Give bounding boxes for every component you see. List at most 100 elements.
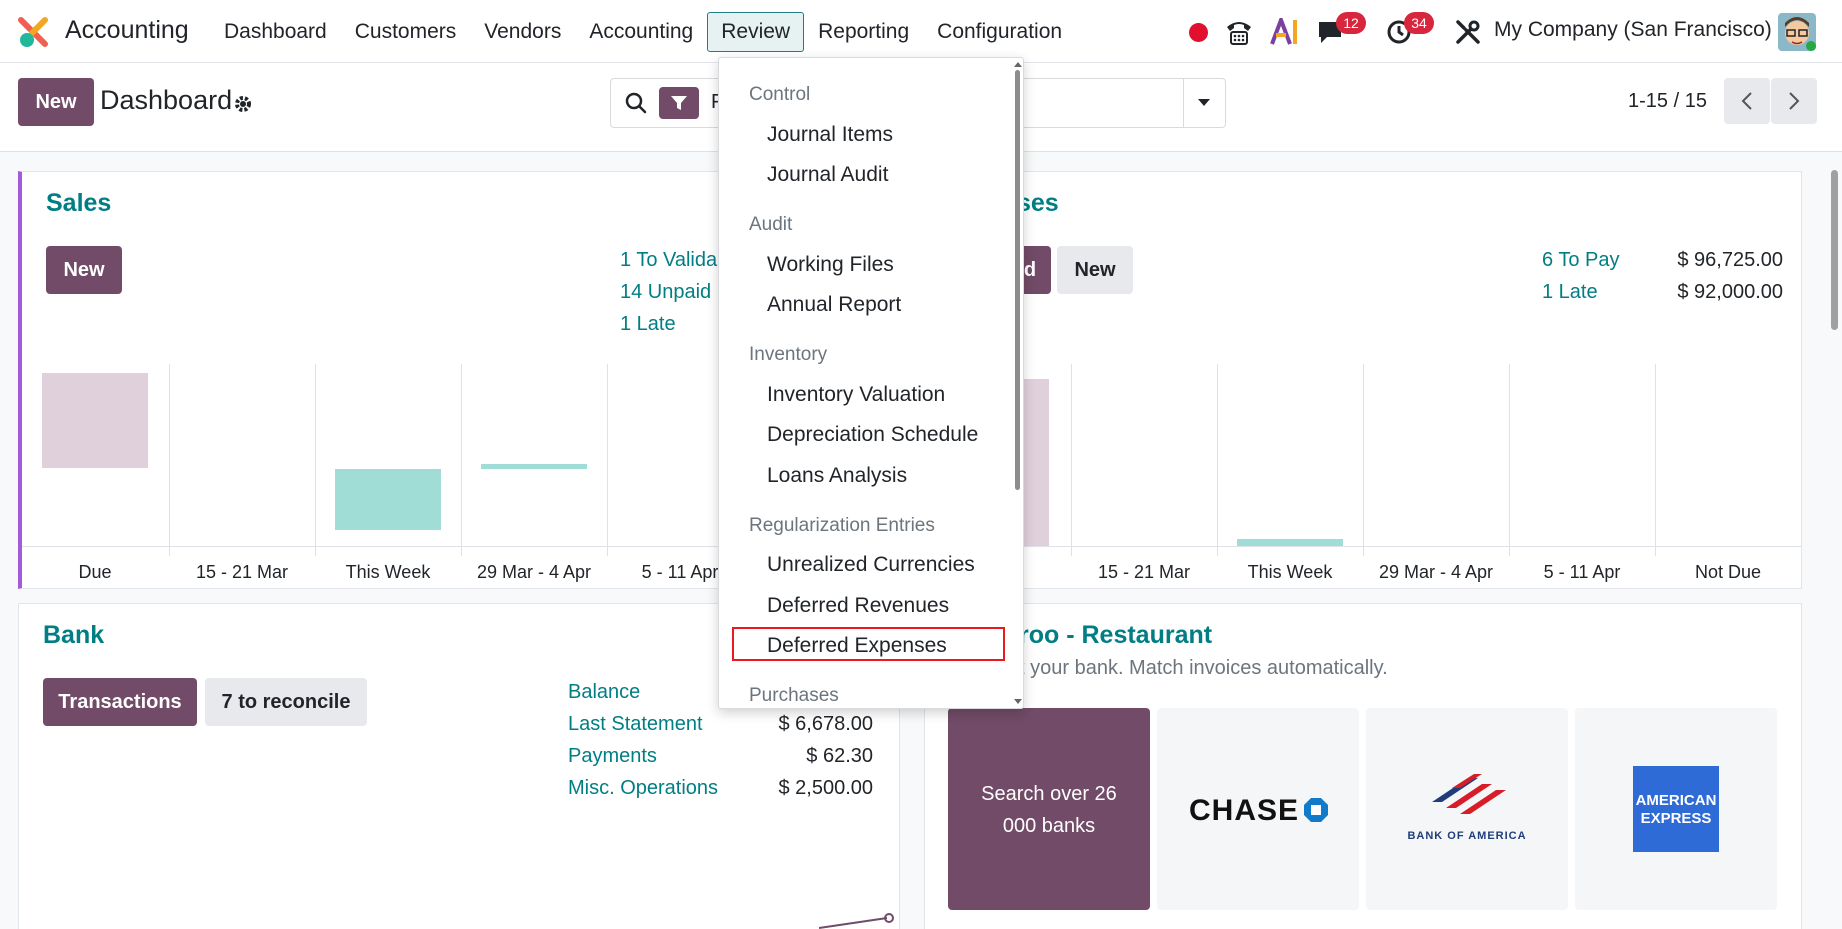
recording-dot-icon[interactable] (1189, 23, 1208, 42)
menu-item-deferred-expenses[interactable]: Deferred Expenses (767, 634, 947, 657)
menu-item-depreciation-schedule[interactable]: Depreciation Schedule (767, 423, 979, 446)
gear-icon[interactable] (233, 94, 253, 114)
bank-balance-line-chart (819, 913, 894, 929)
chart-tick: Due (78, 562, 112, 582)
chart-tick: This Week (345, 562, 431, 582)
chase-bank-tile[interactable]: CHASE (1157, 708, 1359, 910)
ai-icon[interactable] (1270, 18, 1300, 46)
chart-bar-due[interactable] (1023, 379, 1049, 546)
tools-icon[interactable] (1455, 19, 1481, 45)
search-options-chevron-icon[interactable] (1197, 98, 1211, 108)
menu-item-working-files[interactable]: Working Files (767, 253, 894, 276)
filter-facet[interactable] (659, 87, 699, 119)
chart-tick: 5 - 11 Apr (641, 562, 719, 582)
chart-tick: 29 Mar - 4 Apr (476, 562, 592, 582)
chart-bar-this-week[interactable] (335, 469, 441, 530)
search-banks-tile[interactable]: Search over 26 000 banks (948, 708, 1150, 910)
bank-last-statement-link[interactable]: Last Statement (568, 713, 703, 735)
chart-tick: Not Due (1694, 562, 1762, 582)
menu-item-annual-report[interactable]: Annual Report (767, 293, 902, 316)
pager-previous-button[interactable] (1724, 78, 1770, 124)
bank-title[interactable]: Bank (43, 621, 105, 649)
chart-gridline (315, 364, 316, 556)
messages-badge: 12 (1336, 12, 1366, 34)
menu-item-deferred-revenues[interactable]: Deferred Revenues (767, 594, 950, 617)
sales-unpaid-link[interactable]: 14 Unpaid (620, 281, 712, 303)
company-switcher[interactable]: My Company (San Francisco) (1494, 18, 1772, 41)
new-button[interactable]: New (18, 78, 94, 126)
bank-transactions-button[interactable]: Transactions (43, 678, 197, 726)
scroll-down-icon[interactable] (1013, 698, 1023, 706)
chart-gridline (1217, 364, 1218, 556)
chart-tick: 5 - 11 Apr (1543, 562, 1621, 582)
chart-gridline (1363, 364, 1364, 556)
phone-icon[interactable] (1224, 17, 1254, 47)
dropdown-scrollbar[interactable] (1015, 70, 1020, 490)
chart-bar-this-week[interactable] (1237, 539, 1343, 546)
chart-tick: 29 Mar - 4 Apr (1378, 562, 1494, 582)
bank-balance-link[interactable]: Balance (568, 681, 641, 703)
restaurant-subtitle: t your bank. Match invoices automaticall… (1019, 657, 1388, 679)
purchases-new-button[interactable]: New (1057, 246, 1133, 294)
menu-item-journal-audit[interactable]: Journal Audit (767, 163, 889, 186)
main-menu: Dashboard Customers Vendors Accounting R… (210, 12, 1076, 52)
menu-item-journal-items[interactable]: Journal Items (767, 123, 894, 146)
purchases-late-link[interactable]: 1 Late (1542, 281, 1598, 303)
chart-gridline (1071, 364, 1072, 556)
menu-item-inventory-valuation[interactable]: Inventory Valuation (767, 383, 946, 406)
sales-late-link[interactable]: 1 Late (620, 313, 676, 335)
bank-misc-operations-link[interactable]: Misc. Operations (568, 777, 719, 799)
dropdown-header-audit: Audit (749, 214, 793, 235)
menu-dashboard[interactable]: Dashboard (224, 20, 327, 43)
user-avatar[interactable] (1778, 13, 1816, 51)
menu-customers[interactable]: Customers (354, 20, 457, 43)
messages-icon[interactable] (1316, 19, 1344, 45)
menu-reporting[interactable]: Reporting (818, 20, 910, 43)
chevron-right-icon (1789, 92, 1800, 110)
search-icon[interactable] (625, 92, 647, 114)
menu-vendors[interactable]: Vendors (484, 20, 562, 43)
amex-line-1: AMERICAN (1635, 792, 1717, 809)
dropdown-header-inventory: Inventory (749, 344, 828, 365)
chart-gridline (1509, 364, 1510, 556)
chart-gridline (461, 364, 462, 556)
app-name[interactable]: Accounting (65, 16, 189, 44)
chart-tick: 15 - 21 Mar (1097, 562, 1191, 582)
purchases-to-pay-link[interactable]: 6 To Pay (1542, 249, 1620, 271)
pager-value[interactable]: 1-15 / 15 (1628, 90, 1707, 112)
sales-title[interactable]: Sales (46, 189, 112, 217)
sales-new-button[interactable]: New (46, 246, 122, 294)
menu-review[interactable]: Review (707, 12, 805, 52)
bank-reconcile-button[interactable]: 7 to reconcile (205, 678, 367, 726)
menu-accounting[interactable]: Accounting (589, 20, 694, 43)
pager-next-button[interactable] (1771, 78, 1817, 124)
filter-icon (671, 96, 687, 110)
restaurant-title[interactable]: roo - Restaurant (1019, 621, 1213, 649)
american-express-tile[interactable]: AMERICAN EXPRESS (1575, 708, 1777, 910)
page-scrollbar[interactable] (1831, 170, 1838, 330)
chart-bar-29-mar[interactable] (481, 464, 587, 469)
bank-payments-amount: $ 62.30 (806, 745, 873, 767)
bank-payments-link[interactable]: Payments (568, 745, 657, 767)
scroll-up-icon[interactable] (1013, 60, 1023, 68)
purchases-chart: 15 - 21 Mar This Week 29 Mar - 4 Apr 5 -… (925, 364, 1801, 589)
activities-badge: 34 (1404, 12, 1434, 34)
chase-logo: CHASE (1189, 794, 1300, 827)
sales-to-validate-link[interactable]: 1 To Valida (620, 249, 718, 271)
chart-axis (22, 546, 900, 547)
page-title: Dashboard (100, 85, 233, 115)
chase-octagon-icon (1304, 798, 1328, 822)
bank-of-america-tile[interactable]: BANK OF AMERICA (1366, 708, 1568, 910)
chart-axis (925, 546, 1801, 547)
chart-gridline (607, 364, 608, 556)
menu-configuration[interactable]: Configuration (937, 20, 1063, 43)
menu-item-loans-analysis[interactable]: Loans Analysis (767, 464, 908, 487)
purchases-journal-card: ses d New 6 To Pay 1 Late $ 96,725.00 $ … (924, 171, 1802, 589)
sales-chart: Due 15 - 21 Mar This Week 29 Mar - 4 Apr… (22, 364, 900, 589)
review-dropdown-menu: Control Journal Items Journal Audit Audi… (718, 57, 1024, 709)
menu-item-unrealized-currencies[interactable]: Unrealized Currencies (767, 553, 975, 576)
chart-bar-due[interactable] (42, 373, 148, 468)
dropdown-header-regularization: Regularization Entries (749, 515, 935, 536)
chevron-left-icon (1741, 92, 1752, 110)
app-logo-icon[interactable] (17, 16, 50, 49)
